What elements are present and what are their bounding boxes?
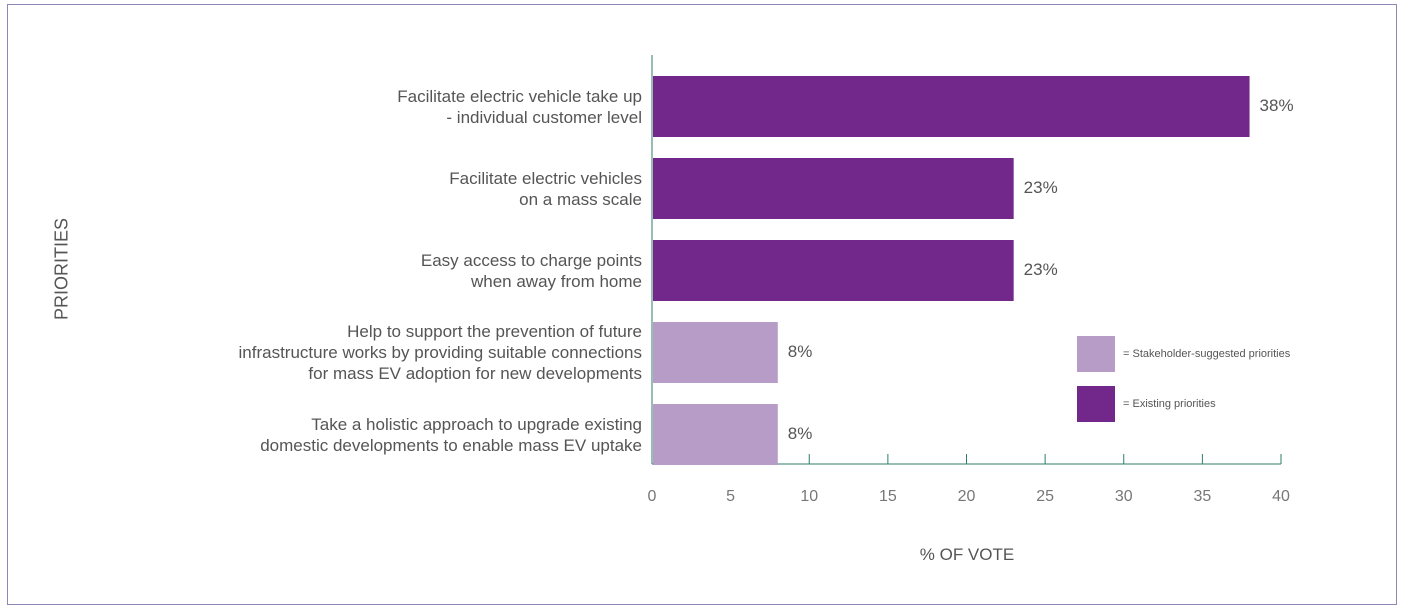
bar-value-label: 23% (1023, 177, 1058, 197)
y-axis-title: PRIORITIES (51, 217, 72, 320)
x-tick-label: 20 (957, 488, 976, 505)
bar (653, 322, 778, 383)
x-tick-label: 15 (878, 488, 897, 505)
x-tick-label: 40 (1272, 488, 1290, 505)
legend-swatch-stakeholder (1077, 336, 1115, 372)
bar (653, 404, 778, 465)
bar-value-label: 8% (787, 423, 813, 443)
x-axis-title: % OF VOTE (919, 545, 1015, 564)
x-tick-label: 35 (1193, 488, 1212, 505)
bar-value-label: 38% (1259, 95, 1294, 115)
legend-item-existing: = Existing priorities (1077, 386, 1216, 422)
category-label: Facilitate electric vehicles on a mass s… (449, 168, 642, 209)
x-tick-label: 0 (647, 488, 657, 505)
bar-value-label: 8% (787, 341, 813, 361)
bar (653, 76, 1250, 137)
x-tick-label: 30 (1114, 488, 1133, 505)
bar (653, 158, 1014, 219)
category-label: Facilitate electric vehicle take up - in… (397, 86, 642, 127)
x-tick-label: 5 (726, 488, 736, 505)
category-label: Easy access to charge points when away f… (420, 250, 642, 291)
legend-label-stakeholder: = Stakeholder-suggested priorities (1123, 348, 1291, 360)
category-label: Help to support the prevention of future… (238, 322, 642, 383)
legend-swatch-existing (1077, 386, 1115, 422)
bar-value-label: 23% (1023, 259, 1058, 279)
category-label: Take a holistic approach to upgrade exis… (260, 414, 642, 455)
legend-label-existing: = Existing priorities (1123, 398, 1216, 410)
x-tick-label: 25 (1036, 488, 1055, 505)
x-tick-label: 10 (800, 488, 819, 505)
bar (653, 240, 1014, 301)
legend-item-stakeholder: = Stakeholder-suggested priorities (1077, 336, 1290, 372)
